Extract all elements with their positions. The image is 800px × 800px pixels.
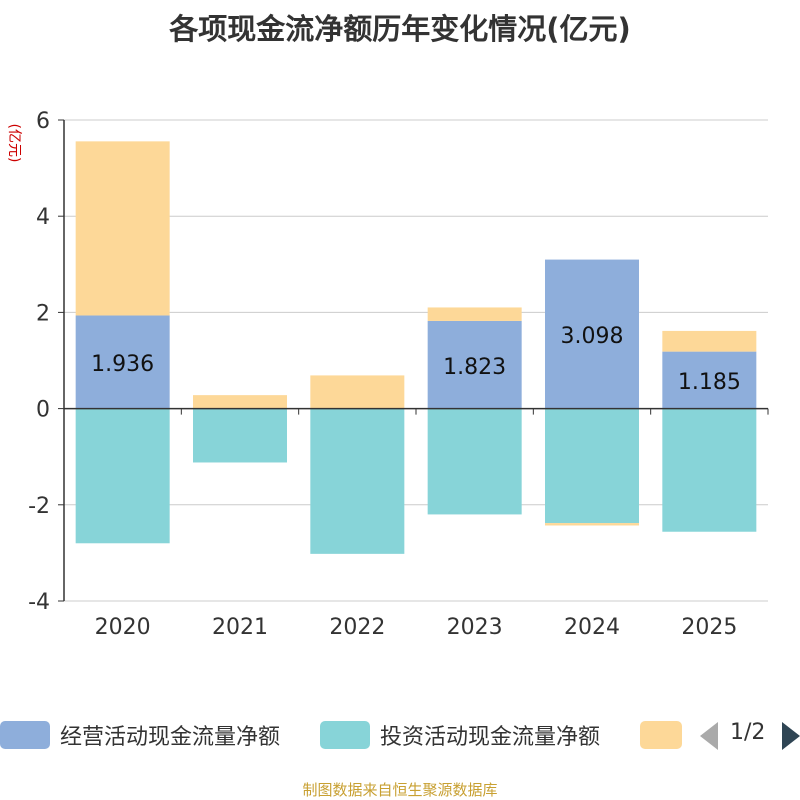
- data-label-2025: 1.185: [678, 370, 741, 395]
- y-tick-label: 6: [36, 109, 50, 134]
- y-tick-label: 0: [36, 398, 50, 423]
- bar-2024-series-1: [545, 408, 639, 524]
- bar-2022-series-1: [310, 408, 405, 554]
- bar-2020-series-1: [75, 408, 170, 544]
- bar-2021-series-1: [193, 408, 287, 463]
- legend-page-indicator: 1/2: [730, 720, 766, 745]
- legend-swatch-investing: [320, 721, 370, 749]
- x-tick-label-2023: 2023: [447, 615, 503, 640]
- bar-2024-series-0: [545, 259, 639, 409]
- chart-title: 各项现金流净额历年变化情况(亿元): [169, 12, 631, 46]
- bar-2021-series-2: [193, 395, 287, 409]
- bar-2023-series-1: [427, 408, 522, 515]
- legend-prev-page-icon[interactable]: [700, 722, 718, 750]
- legend-label-investing: 投资活动现金流量净额: [380, 725, 601, 750]
- bar-2020-series-2: [75, 141, 170, 316]
- legend: 经营活动现金流量净额 投资活动现金流量净额 1/2: [0, 716, 800, 756]
- bar-chart: -4 -2 0 2 4 6 (亿元) 1.936 1.823 3.098 1.185 2020 2021…: [6, 109, 769, 640]
- x-tick-label-2025: 2025: [681, 615, 737, 640]
- x-tick-label-2024: 2024: [564, 615, 620, 640]
- legend-swatch-financing: [640, 721, 682, 749]
- bar-2025-series-2: [662, 330, 757, 352]
- x-tick-label-2020: 2020: [95, 615, 151, 640]
- bar-2023-series-2: [427, 307, 522, 321]
- data-label-2024: 3.098: [561, 324, 624, 349]
- bar-2024-series-2: [545, 523, 639, 526]
- y-tick-label: 2: [36, 301, 50, 326]
- data-source-footer: 制图数据来自恒生聚源数据库: [302, 781, 498, 799]
- y-tick-label: -2: [28, 494, 50, 519]
- data-label-2023: 1.823: [443, 355, 506, 380]
- y-tick-label: -4: [28, 590, 50, 615]
- x-tick-label-2021: 2021: [212, 615, 268, 640]
- x-tick-label-2022: 2022: [329, 615, 385, 640]
- bar-2022-series-2: [310, 375, 405, 409]
- legend-label-operating: 经营活动现金流量净额: [60, 725, 281, 750]
- legend-next-page-icon[interactable]: [782, 722, 800, 750]
- y-axis-title: (亿元): [6, 124, 22, 163]
- legend-swatch-operating: [0, 721, 50, 749]
- bar-2025-series-1: [662, 408, 757, 532]
- bar-2020-series-0: [75, 315, 170, 409]
- data-label-2020: 1.936: [91, 352, 154, 377]
- bar-2025-series-0: [662, 351, 757, 409]
- y-tick-label: 4: [36, 205, 50, 230]
- bar-2023-series-0: [427, 320, 522, 409]
